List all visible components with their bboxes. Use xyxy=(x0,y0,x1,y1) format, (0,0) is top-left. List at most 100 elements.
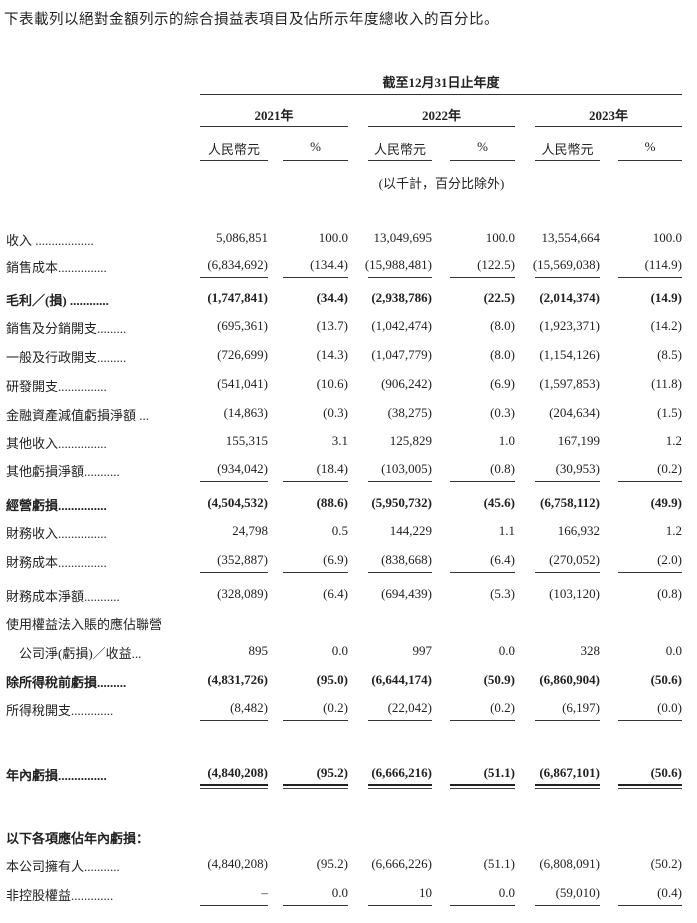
percent-header: % xyxy=(310,139,321,154)
subtotal-rule xyxy=(450,720,515,721)
subtotal-rule xyxy=(283,905,348,906)
table-cell: (6.4) xyxy=(323,586,348,601)
row-label: 非控股權益............. xyxy=(6,888,114,903)
subtotal-rule xyxy=(368,720,432,721)
table-cell: (34.4) xyxy=(316,290,348,305)
table-cell: (694,439) xyxy=(381,586,432,601)
table-cell: (1,923,371) xyxy=(539,318,600,333)
table-cell: (4,831,726) xyxy=(207,672,268,687)
table-cell: 1.2 xyxy=(665,433,682,448)
table-cell: (22.5) xyxy=(483,290,515,305)
table-cell: 125,829 xyxy=(389,433,432,448)
table-cell: (8.0) xyxy=(490,318,515,333)
table-cell: (6,758,112) xyxy=(540,495,600,510)
table-cell: (0.4) xyxy=(657,885,682,900)
table-cell: (6.9) xyxy=(323,552,348,567)
table-cell: 100.0 xyxy=(652,230,682,245)
column-rule xyxy=(618,160,682,161)
table-cell: (51.1) xyxy=(483,856,515,871)
table-cell: 100.0 xyxy=(318,230,348,245)
subtotal-rule xyxy=(283,481,348,482)
table-cell: (14.9) xyxy=(650,290,682,305)
table-cell: 5,086,851 xyxy=(216,230,268,245)
table-cell: (0.3) xyxy=(490,405,515,420)
table-cell: (14.2) xyxy=(650,318,682,333)
table-cell: (95.0) xyxy=(316,672,348,687)
currency-header: 人民幣元 xyxy=(373,142,426,157)
year-rule xyxy=(200,126,348,127)
header-rule xyxy=(200,94,682,95)
subtotal-rule xyxy=(618,905,682,906)
table-cell: (934,042) xyxy=(217,461,268,476)
table-cell: (6.4) xyxy=(490,552,515,567)
double-rule xyxy=(450,784,515,789)
table-cell: (6,197) xyxy=(562,700,600,715)
subtotal-rule xyxy=(200,481,268,482)
subtotal-rule xyxy=(450,572,515,573)
table-cell: 328 xyxy=(580,643,601,658)
subtotal-rule xyxy=(368,277,432,278)
table-cell: 167,199 xyxy=(557,433,600,448)
row-label: 其他收入............... xyxy=(6,436,107,451)
row-label: 公司淨(虧損)／收益... xyxy=(6,646,142,661)
table-cell: (6,860,904) xyxy=(539,672,600,687)
subtotal-rule xyxy=(200,720,268,721)
table-cell: (1,747,841) xyxy=(207,290,268,305)
row-label: 以下各項應佔年內虧損： xyxy=(6,831,150,846)
table-cell: 13,049,695 xyxy=(373,230,433,245)
table-cell: (0.2) xyxy=(657,461,682,476)
subtotal-rule xyxy=(450,481,515,482)
table-cell: (50.2) xyxy=(650,856,682,871)
row-label: 除所得稅前虧損......... xyxy=(6,675,127,690)
table-cell: (11.8) xyxy=(651,376,682,391)
percent-header: % xyxy=(477,139,488,154)
table-cell: (0.8) xyxy=(490,461,515,476)
table-cell: – xyxy=(261,885,269,900)
currency-header: 人民幣元 xyxy=(207,142,260,157)
subtotal-rule xyxy=(535,481,600,482)
table-cell: (8.0) xyxy=(490,347,515,362)
table-cell: (726,699) xyxy=(217,347,268,362)
table-cell: (14.3) xyxy=(316,347,348,362)
table-cell: (2,014,374) xyxy=(539,290,600,305)
table-cell: (1,047,779) xyxy=(371,347,432,362)
table-cell: 24,798 xyxy=(232,523,268,538)
table-cell: (50.6) xyxy=(650,765,682,780)
table-cell: (0.3) xyxy=(323,405,348,420)
table-cell: (0.2) xyxy=(323,700,348,715)
percent-header: % xyxy=(644,139,656,154)
table-cell: (114.9) xyxy=(644,257,682,272)
row-label: 收入 .................. xyxy=(6,233,94,248)
table-cell: (122.5) xyxy=(477,257,515,272)
subtotal-rule xyxy=(283,572,348,573)
subtotal-rule xyxy=(200,572,268,573)
table-cell: 1.0 xyxy=(498,433,515,448)
column-rule xyxy=(368,160,432,161)
table-cell: (10.6) xyxy=(316,376,348,391)
unit-note: (以千計，百分比除外) xyxy=(378,176,505,191)
table-cell: (95.2) xyxy=(316,765,348,780)
column-rule xyxy=(535,160,600,161)
table-cell: 0.0 xyxy=(498,643,515,658)
table-cell: (4,840,208) xyxy=(207,856,268,871)
double-rule xyxy=(618,784,682,789)
subtotal-rule xyxy=(535,720,600,721)
year-2023-header: 2023年 xyxy=(588,108,628,123)
table-cell: (49.9) xyxy=(650,495,682,510)
table-cell: 0.0 xyxy=(331,885,348,900)
row-label: 一般及行政開支......... xyxy=(6,350,127,365)
intro-text: 下表載列以絕對金額列示的綜合損益表項目及佔所示年度總收入的百分比。 xyxy=(4,12,499,28)
row-label: 財務收入............... xyxy=(6,526,107,541)
table-cell: 1.1 xyxy=(498,523,515,538)
table-cell: (18.4) xyxy=(316,461,348,476)
row-label: 財務成本............... xyxy=(6,555,107,570)
table-cell: (6,666,226) xyxy=(371,856,432,871)
subtotal-rule xyxy=(450,277,515,278)
table-cell: (1,597,853) xyxy=(539,376,600,391)
table-cell: (15,988,481) xyxy=(364,257,432,272)
table-cell: 155,315 xyxy=(225,433,268,448)
table-cell: (59,010) xyxy=(555,885,600,900)
currency-header: 人民幣元 xyxy=(541,142,594,157)
table-cell: (541,041) xyxy=(217,376,268,391)
table-cell: (1.5) xyxy=(657,405,682,420)
